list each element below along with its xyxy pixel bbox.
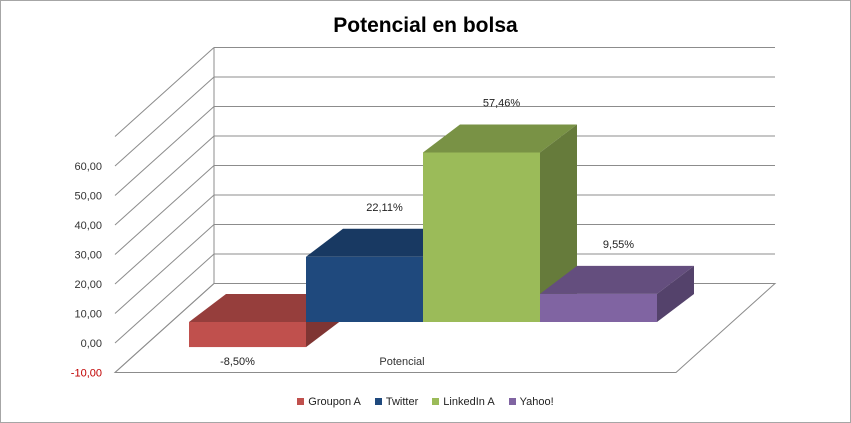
- legend-label: Groupon A: [308, 396, 361, 408]
- legend-swatch: [374, 398, 382, 405]
- y-tick-label: 60,00: [74, 161, 102, 173]
- bar-top: [306, 228, 460, 257]
- gridline-side: [114, 135, 215, 226]
- data-labels: -8,50% 22,11% 57,46% 9,55%: [220, 97, 634, 368]
- data-label: 22,11%: [366, 202, 403, 214]
- bar-side: [540, 124, 577, 322]
- bars: [189, 124, 694, 348]
- bar-front: [540, 293, 657, 322]
- y-axis-ticks: -10,00 0,00 10,00 20,00 30,00 40,00 50,00 60,00: [71, 161, 102, 380]
- data-label: 9,55%: [603, 239, 634, 251]
- data-label: 57,46%: [483, 97, 521, 109]
- x-category-label: Potencial: [379, 356, 424, 368]
- gridline-side: [114, 165, 215, 255]
- y-tick-label: 30,00: [74, 250, 102, 262]
- gridline-side: [114, 283, 215, 373]
- chart-legend: Groupon A Twitter LinkedIn A Yahoo!: [0, 396, 851, 408]
- y-tick-label: 40,00: [74, 220, 102, 232]
- gridline-side: [114, 253, 215, 344]
- bar-front: [189, 322, 306, 348]
- legend-swatch: [432, 398, 440, 405]
- legend-swatch: [508, 398, 516, 405]
- gridline-side: [114, 76, 215, 167]
- bar-top: [540, 265, 694, 294]
- bar-top: [189, 294, 343, 322]
- gridline-side: [114, 224, 215, 314]
- bar-side: [657, 265, 694, 322]
- y-tick-label: 0,00: [81, 338, 102, 350]
- legend-label: LinkedIn A: [443, 396, 495, 408]
- bar-yahoo-: [540, 265, 694, 322]
- gridline-side: [114, 194, 215, 285]
- bar-top: [423, 124, 577, 153]
- legend-item: Yahoo!: [508, 396, 554, 408]
- y-tick-label: -10,00: [71, 368, 102, 380]
- legend-item: Groupon A: [297, 396, 361, 408]
- y-tick-label: 10,00: [74, 309, 102, 321]
- legend-swatch: [297, 398, 305, 405]
- gridline-side: [114, 106, 215, 196]
- bar-front: [306, 256, 423, 322]
- y-tick-label: 50,00: [74, 191, 102, 203]
- y-tick-label: 20,00: [74, 279, 102, 291]
- legend-item: Twitter: [374, 396, 419, 408]
- legend-item: LinkedIn A: [432, 396, 495, 408]
- data-label: -8,50%: [220, 356, 255, 368]
- bar-front: [423, 152, 540, 322]
- gridline-side: [114, 47, 215, 137]
- bar-linkedin-a: [423, 124, 577, 322]
- legend-label: Twitter: [385, 396, 419, 408]
- legend-label: Yahoo!: [519, 396, 554, 408]
- chart-title: Potencial en bolsa: [333, 14, 518, 37]
